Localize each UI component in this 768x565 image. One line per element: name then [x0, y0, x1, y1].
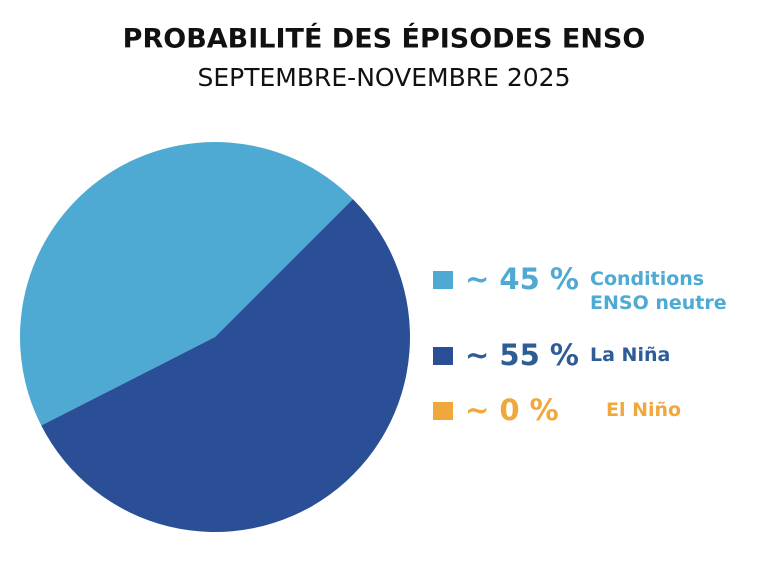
pie-slice: [19, 141, 353, 426]
legend-label: El Niño: [606, 399, 682, 421]
legend-item: ~ 0 % El Niño: [433, 393, 768, 427]
value-label: ~ 55 %: [465, 338, 579, 372]
legend-item: ~ 45 % Conditions ENSO neutre: [433, 262, 755, 315]
chart-subtitle: SEPTEMBRE-NOVEMBRE 2025: [197, 63, 570, 92]
legend-swatch: [433, 347, 453, 365]
legend-label: Conditions ENSO neutre: [590, 268, 727, 314]
legend-item: ~ 55 % La Niña: [433, 338, 755, 372]
legend-swatch: [433, 402, 453, 420]
chart-title: PROBABILITÉ DES ÉPISODES ENSO: [123, 23, 646, 55]
value-label: ~ 0 %: [465, 393, 559, 427]
value-label: ~ 45 %: [465, 262, 579, 296]
pie-slice: [41, 337, 216, 426]
legend-label: La Niña: [590, 344, 671, 366]
pie-slice: [41, 199, 411, 532]
legend-swatch: [433, 271, 453, 289]
